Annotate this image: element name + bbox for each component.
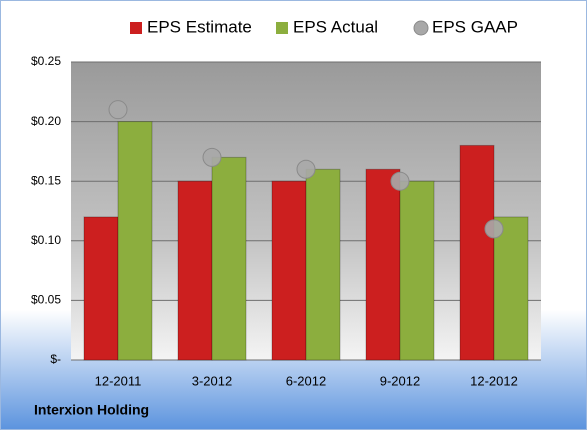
bar <box>305 168 341 361</box>
legend-label: EPS Estimate <box>147 17 252 36</box>
bar <box>211 156 247 361</box>
y-tick-label: $0.15 <box>31 173 61 187</box>
marker <box>296 159 316 179</box>
bar <box>365 168 401 361</box>
y-tick-label: $0.10 <box>31 233 61 247</box>
legend-marker <box>413 20 429 36</box>
y-tick-label: $0.25 <box>31 54 61 68</box>
legend-label: EPS GAAP <box>432 17 518 36</box>
bar <box>493 216 529 361</box>
x-tick-label: 9-2012 <box>380 373 420 388</box>
footer: Interxion Holding <box>34 402 149 418</box>
legend-marker <box>130 22 142 34</box>
x-tick-label: 6-2012 <box>286 373 326 388</box>
bar <box>271 180 307 361</box>
bar <box>399 180 435 361</box>
legend-label: EPS Actual <box>293 17 378 36</box>
bar <box>117 121 153 361</box>
legend-marker <box>276 22 288 34</box>
bar <box>459 144 495 361</box>
x-tick-label: 12-2011 <box>95 373 142 388</box>
y-tick-label: $0.20 <box>31 114 61 128</box>
y-tick-label: $0.05 <box>31 293 61 307</box>
marker <box>108 100 128 120</box>
x-tick-label: 12-2012 <box>470 373 518 388</box>
bar <box>83 216 119 361</box>
x-tick-label: 3-2012 <box>192 373 232 388</box>
marker <box>484 219 504 239</box>
bar <box>177 180 213 361</box>
y-tick-label: $- <box>50 352 61 366</box>
marker <box>202 147 222 167</box>
marker <box>390 171 410 191</box>
